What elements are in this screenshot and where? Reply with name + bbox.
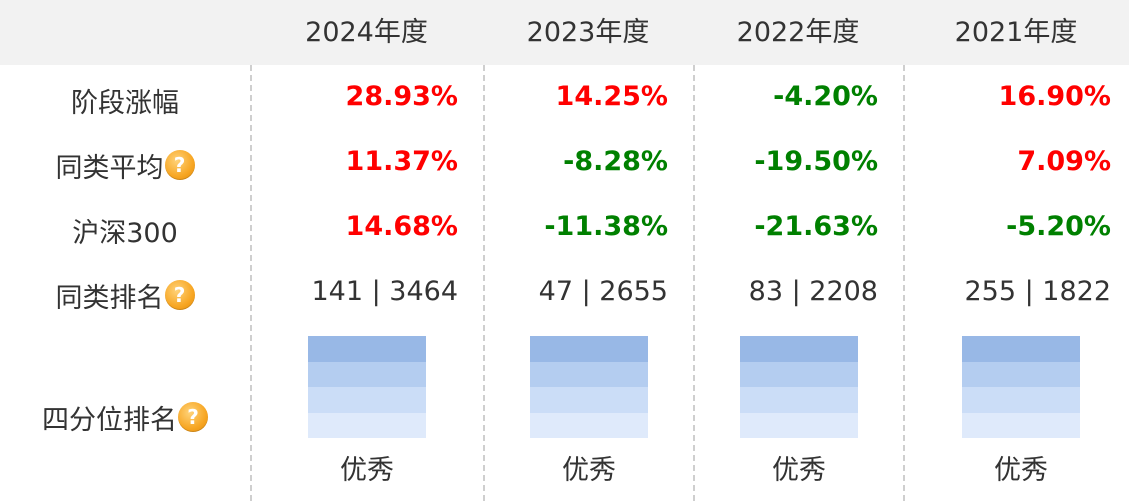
peer-average-2024: 11.37%	[345, 146, 458, 177]
hs300-2023: -11.38%	[544, 211, 668, 242]
stage-return-2024: 28.93%	[345, 81, 458, 112]
column-divider	[483, 65, 485, 501]
row-label-quartile-rank: 四分位排名?	[0, 398, 250, 437]
quartile-bar-2021	[962, 336, 1080, 438]
peer-rank-2024: 141 | 3464	[311, 276, 458, 307]
quartile-bar-2024	[308, 336, 426, 438]
year-header-2022: 2022年度	[736, 17, 860, 48]
row-label-peer-average: 同类平均?	[0, 146, 250, 185]
row-label-text: 同类平均	[55, 153, 164, 184]
quartile-bar-2022	[740, 336, 858, 438]
column-divider	[903, 65, 905, 501]
year-header-2021: 2021年度	[954, 17, 1078, 48]
peer-average-2023: -8.28%	[563, 146, 668, 177]
quartile-label-2024: 优秀	[340, 455, 394, 486]
question-icon[interactable]: ?	[164, 150, 195, 180]
row-label-stage-return: 阶段涨幅	[71, 88, 179, 119]
year-header-2024: 2024年度	[305, 17, 428, 48]
peer-average-2021: 7.09%	[1017, 146, 1111, 177]
stage-return-2023: 14.25%	[555, 81, 668, 112]
question-icon[interactable]: ?	[164, 280, 195, 310]
year-header-2023: 2023年度	[526, 17, 650, 48]
quartile-bar-2023	[530, 336, 648, 438]
row-label-text: 同类排名	[55, 283, 164, 314]
hs300-2024: 14.68%	[345, 211, 458, 242]
peer-rank-2022: 83 | 2208	[748, 276, 878, 307]
question-icon[interactable]: ?	[178, 402, 208, 432]
table-header: 2024年度 2023年度 2022年度 2021年度	[0, 0, 1129, 65]
row-label-peer-rank: 同类排名?	[0, 276, 250, 315]
column-divider	[250, 65, 252, 501]
stage-return-2022: -4.20%	[773, 81, 878, 112]
quartile-label-2021: 优秀	[994, 455, 1048, 486]
stage-return-2021: 16.90%	[998, 81, 1111, 112]
column-divider	[693, 65, 695, 501]
quartile-label-2023: 优秀	[562, 455, 616, 486]
peer-rank-2021: 255 | 1822	[964, 276, 1111, 307]
peer-rank-2023: 47 | 2655	[538, 276, 668, 307]
row-label-hs300: 沪深300	[72, 218, 178, 249]
hs300-2022: -21.63%	[754, 211, 878, 242]
row-label-text: 四分位排名	[42, 405, 177, 436]
hs300-2021: -5.20%	[1006, 211, 1111, 242]
peer-average-2022: -19.50%	[754, 146, 878, 177]
quartile-label-2022: 优秀	[772, 455, 826, 486]
